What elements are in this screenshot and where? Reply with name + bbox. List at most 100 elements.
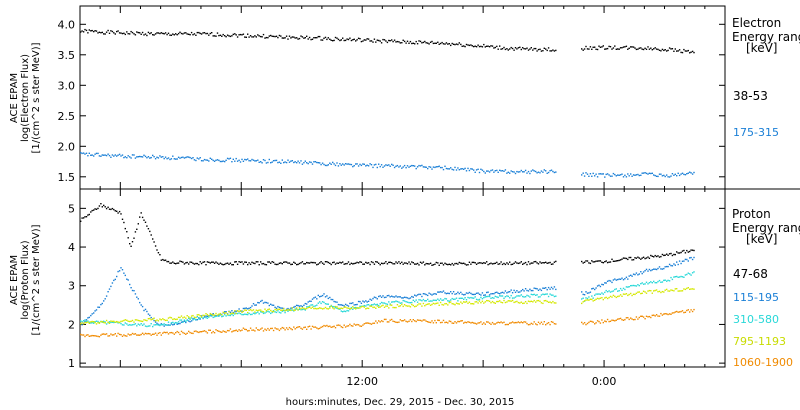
- data-point: [642, 283, 645, 285]
- data-point: [183, 316, 186, 318]
- data-point: [474, 293, 476, 295]
- data-point: [314, 37, 317, 39]
- data-point: [431, 303, 433, 306]
- data-point: [126, 31, 128, 33]
- data-point: [208, 316, 210, 318]
- data-point: [177, 32, 180, 35]
- data-point: [133, 290, 135, 292]
- data-point: [660, 312, 662, 315]
- data-point: [396, 164, 399, 167]
- data-point: [117, 321, 119, 323]
- data-point: [84, 320, 86, 323]
- data-point: [395, 165, 397, 167]
- data-point: [349, 263, 351, 266]
- data-point: [262, 33, 265, 36]
- data-point: [427, 303, 429, 305]
- data-point: [101, 206, 103, 208]
- data-point: [530, 293, 532, 296]
- data-point: [372, 166, 374, 169]
- data-point: [183, 320, 186, 322]
- data-point: [493, 323, 495, 325]
- data-point: [671, 173, 674, 175]
- data-point: [470, 296, 472, 299]
- data-point: [366, 322, 368, 324]
- data-point: [583, 294, 586, 296]
- data-point: [176, 323, 178, 325]
- data-point: [509, 172, 511, 174]
- data-point: [97, 306, 99, 308]
- data-point: [241, 158, 243, 161]
- data-point: [314, 296, 317, 298]
- data-point: [641, 257, 643, 259]
- data-point: [506, 323, 508, 326]
- data-point: [670, 48, 672, 50]
- data-point: [304, 308, 306, 310]
- data-point: [200, 160, 203, 162]
- data-point: [644, 291, 646, 293]
- data-point: [416, 294, 419, 296]
- data-point: [553, 302, 556, 304]
- data-point: [612, 290, 615, 292]
- data-point: [431, 264, 433, 266]
- data-point: [681, 276, 684, 278]
- data-point: [141, 156, 144, 158]
- data-point: [447, 300, 449, 302]
- data-point: [598, 173, 600, 175]
- data-point: [319, 307, 321, 309]
- data-point: [164, 319, 167, 322]
- data-point: [648, 172, 651, 174]
- data-point: [316, 264, 318, 266]
- data-point: [549, 293, 551, 295]
- data-point: [352, 306, 354, 308]
- data-point: [553, 261, 556, 263]
- data-point: [342, 307, 344, 310]
- data-point: [524, 296, 527, 298]
- data-point: [444, 292, 446, 294]
- data-point: [500, 295, 502, 297]
- data-point: [416, 43, 419, 45]
- data-point: [170, 322, 173, 324]
- data-point: [277, 308, 279, 311]
- data-point: [157, 332, 160, 335]
- data-point: [334, 327, 337, 329]
- data-point: [522, 288, 524, 291]
- data-point: [143, 219, 145, 221]
- data-point: [438, 291, 440, 293]
- proton-series-47-68: [80, 203, 695, 266]
- data-point: [175, 332, 177, 334]
- data-point: [473, 293, 475, 296]
- data-point: [444, 165, 446, 167]
- data-point: [624, 46, 626, 48]
- data-point: [395, 306, 397, 309]
- data-point: [360, 306, 363, 308]
- data-point: [595, 260, 597, 262]
- data-point: [605, 173, 607, 176]
- data-point: [349, 37, 351, 39]
- data-point: [379, 321, 381, 323]
- data-point: [522, 171, 524, 173]
- data-point: [257, 301, 259, 304]
- data-point: [212, 35, 214, 37]
- data-point: [290, 263, 292, 266]
- data-point: [627, 173, 629, 175]
- data-point: [519, 171, 521, 173]
- data-point: [487, 45, 489, 47]
- data-point: [267, 327, 269, 330]
- data-point: [244, 36, 246, 38]
- data-point: [519, 322, 521, 324]
- data-point: [321, 262, 324, 264]
- data-point: [549, 288, 551, 290]
- data-point: [329, 262, 331, 264]
- data-point: [406, 301, 409, 303]
- data-point: [105, 319, 108, 322]
- data-point: [483, 43, 485, 46]
- data-point: [332, 161, 334, 164]
- data-point: [594, 299, 596, 301]
- data-point: [651, 282, 653, 284]
- data-point: [150, 32, 152, 34]
- electron-x-ticks: [99, 6, 706, 189]
- data-point: [582, 301, 584, 303]
- data-point: [164, 156, 167, 158]
- data-point: [137, 31, 139, 34]
- data-point: [327, 303, 329, 305]
